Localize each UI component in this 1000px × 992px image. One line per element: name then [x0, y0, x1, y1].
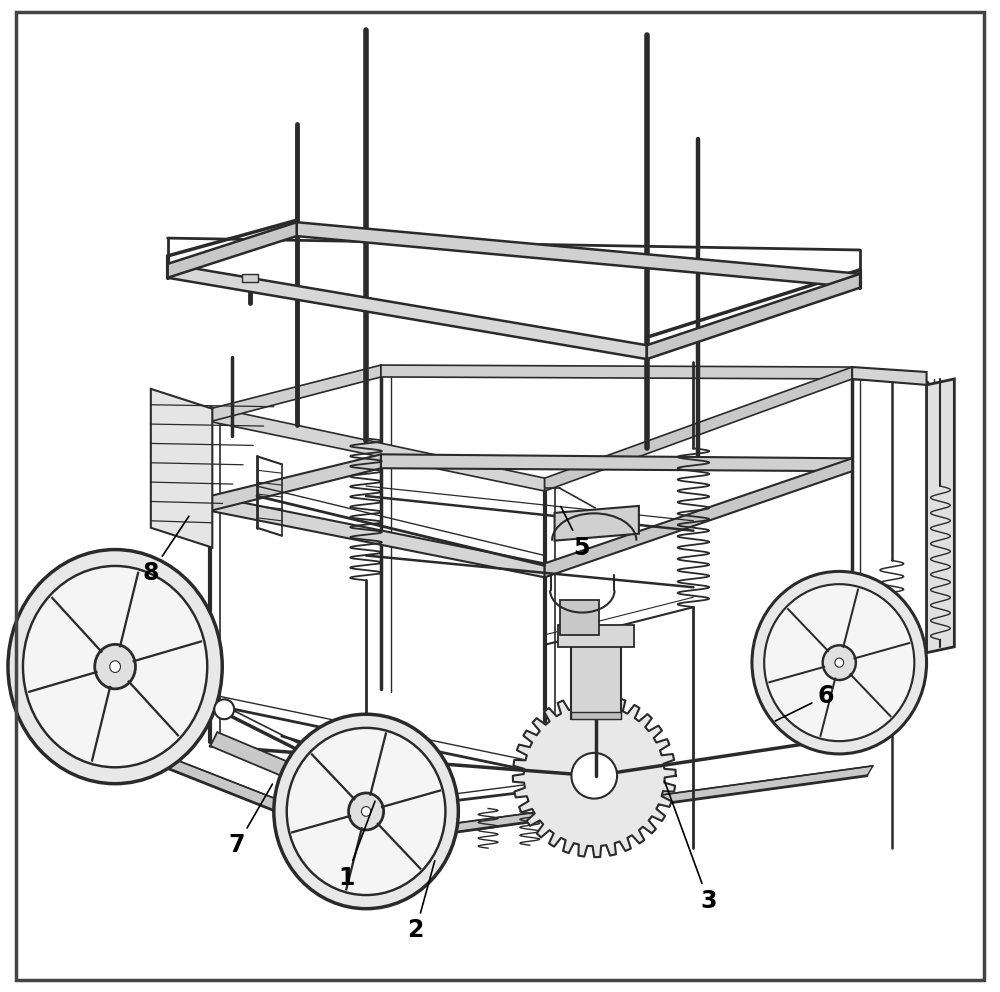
Text: 6: 6	[775, 684, 834, 721]
Polygon shape	[571, 645, 621, 719]
Polygon shape	[210, 407, 545, 491]
Ellipse shape	[287, 728, 445, 895]
Polygon shape	[210, 496, 545, 577]
Polygon shape	[210, 732, 373, 811]
Polygon shape	[168, 222, 297, 278]
Polygon shape	[210, 454, 381, 511]
Polygon shape	[168, 264, 647, 359]
Ellipse shape	[823, 646, 856, 680]
Polygon shape	[571, 712, 621, 719]
Ellipse shape	[23, 566, 207, 767]
Ellipse shape	[349, 793, 384, 830]
Ellipse shape	[95, 645, 135, 688]
Ellipse shape	[361, 806, 371, 816]
Ellipse shape	[274, 714, 458, 909]
Text: 3: 3	[665, 782, 717, 913]
Polygon shape	[297, 222, 860, 288]
Polygon shape	[151, 389, 212, 548]
Polygon shape	[242, 274, 258, 282]
Polygon shape	[852, 367, 927, 385]
Ellipse shape	[8, 550, 222, 784]
Polygon shape	[555, 506, 639, 541]
Polygon shape	[545, 458, 852, 577]
Ellipse shape	[752, 571, 927, 754]
Ellipse shape	[764, 584, 914, 741]
Polygon shape	[647, 274, 860, 359]
Ellipse shape	[110, 661, 120, 673]
Polygon shape	[927, 379, 954, 653]
Polygon shape	[101, 732, 369, 845]
Polygon shape	[513, 694, 676, 857]
Polygon shape	[560, 600, 599, 635]
Polygon shape	[361, 766, 873, 845]
Polygon shape	[210, 365, 381, 422]
Ellipse shape	[835, 658, 844, 668]
Text: 1: 1	[338, 802, 375, 890]
Polygon shape	[852, 640, 927, 660]
Text: 7: 7	[229, 784, 272, 857]
Circle shape	[571, 753, 617, 799]
Text: 5: 5	[561, 507, 590, 559]
Polygon shape	[381, 365, 852, 379]
Text: 8: 8	[143, 516, 189, 585]
Text: 2: 2	[407, 861, 435, 942]
Polygon shape	[381, 454, 852, 471]
Polygon shape	[558, 625, 634, 647]
Circle shape	[214, 699, 234, 719]
Polygon shape	[545, 367, 852, 491]
